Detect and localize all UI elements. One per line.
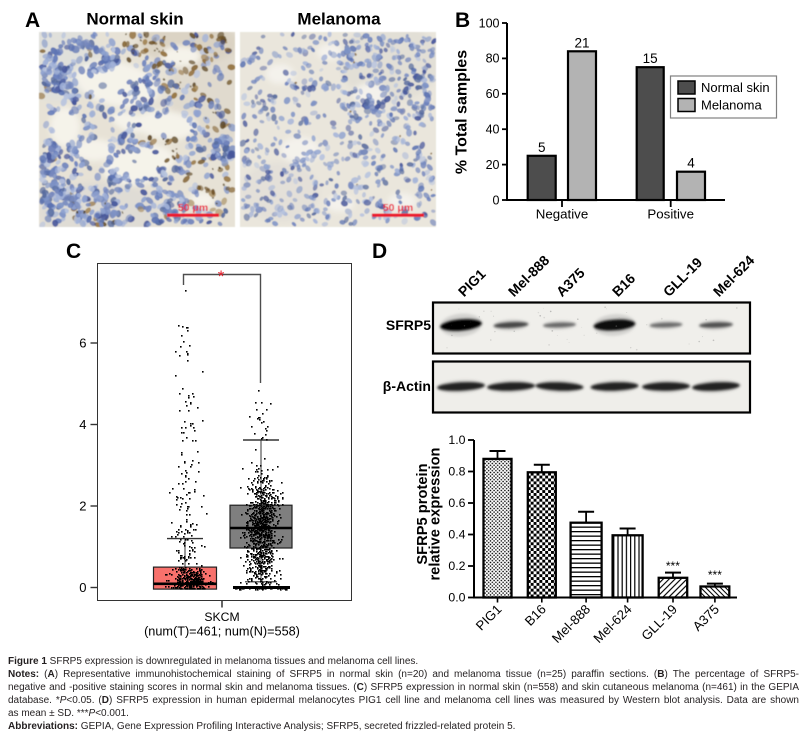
svg-text:1.0: 1.0 — [448, 433, 465, 447]
svg-text:80: 80 — [486, 52, 500, 66]
svg-text:SFRP5: SFRP5 — [386, 317, 431, 333]
svg-text:0.8: 0.8 — [448, 465, 465, 479]
svg-text:20: 20 — [486, 158, 500, 172]
svg-text:GLL-19: GLL-19 — [660, 254, 706, 300]
svg-text:GLL-19: GLL-19 — [638, 602, 680, 644]
svg-text:C: C — [66, 240, 81, 263]
svg-text:A: A — [25, 9, 40, 32]
svg-text:SFRP5 protein: SFRP5 protein — [415, 463, 431, 564]
svg-text:0.2: 0.2 — [448, 559, 465, 573]
svg-text:Mel-888: Mel-888 — [505, 252, 553, 300]
svg-text:Mel-888: Mel-888 — [549, 602, 593, 646]
svg-text:Mel-624: Mel-624 — [590, 602, 634, 646]
svg-text:D: D — [372, 240, 387, 263]
svg-text:2: 2 — [79, 499, 86, 514]
svg-text:Melanoma: Melanoma — [297, 10, 381, 29]
svg-text:50 μm: 50 μm — [383, 202, 413, 214]
svg-text:B16: B16 — [522, 602, 549, 629]
svg-text:Normal skin: Normal skin — [86, 10, 183, 29]
svg-text:% Total samples: % Total samples — [454, 50, 471, 174]
svg-text:*: * — [218, 267, 225, 286]
svg-text:Mel-624: Mel-624 — [710, 252, 758, 300]
svg-text:0.0: 0.0 — [448, 591, 465, 605]
svg-text:21: 21 — [574, 35, 589, 50]
svg-text:100: 100 — [479, 16, 500, 30]
svg-text:relative expression: relative expression — [428, 447, 444, 580]
svg-text:0.6: 0.6 — [448, 496, 465, 510]
svg-text:4: 4 — [687, 156, 695, 171]
svg-text:Normal skin: Normal skin — [701, 80, 770, 95]
svg-text:(num(T)=461; num(N)=558): (num(T)=461; num(N)=558) — [144, 625, 300, 639]
svg-text:PIG1: PIG1 — [473, 602, 505, 634]
svg-text:6: 6 — [79, 336, 86, 351]
svg-text:40: 40 — [486, 123, 500, 137]
svg-text:A375: A375 — [690, 602, 722, 634]
svg-text:SKCM: SKCM — [204, 610, 239, 624]
svg-text:0: 0 — [493, 193, 500, 207]
svg-text:0.4: 0.4 — [448, 528, 465, 542]
svg-text:A375: A375 — [553, 264, 588, 299]
svg-text:***: *** — [708, 568, 722, 582]
svg-text:PIG1: PIG1 — [455, 266, 489, 300]
svg-text:50 μm: 50 μm — [178, 202, 208, 214]
svg-text:15: 15 — [643, 51, 658, 66]
svg-text:Positive: Positive — [647, 207, 694, 222]
svg-text:B: B — [455, 9, 470, 32]
svg-text:Negative: Negative — [536, 207, 588, 222]
svg-text:Melanoma: Melanoma — [701, 98, 762, 113]
svg-text:5: 5 — [538, 140, 546, 155]
svg-text:B16: B16 — [609, 270, 639, 300]
svg-text:4: 4 — [79, 417, 86, 432]
svg-text:β-Actin: β-Actin — [383, 378, 431, 394]
svg-text:0: 0 — [79, 580, 86, 595]
svg-text:60: 60 — [486, 87, 500, 101]
svg-text:***: *** — [666, 559, 680, 573]
